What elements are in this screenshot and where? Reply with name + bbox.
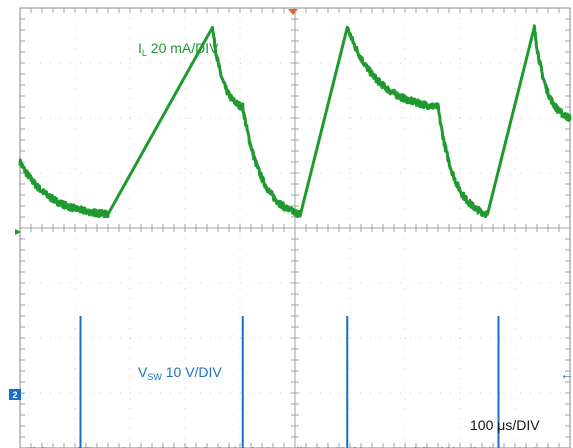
scope-markers: 2 ← — [9, 9, 573, 400]
ch1-ground-marker — [15, 229, 21, 235]
il-trace — [18, 24, 572, 219]
il-label-main: I — [138, 40, 142, 56]
trigger-marker — [288, 9, 298, 15]
ch2-ground-marker — [9, 389, 21, 400]
plot-frame — [19, 7, 571, 448]
traces — [18, 24, 572, 448]
il-label-sub: L — [142, 48, 147, 58]
vsw-label-main: V — [138, 364, 148, 380]
ch2-offscreen-arrow: ← — [560, 366, 573, 382]
vsw-label-sub: SW — [147, 372, 162, 382]
il-series-label: IL 20 mA/DIV — [138, 40, 219, 58]
vsw-series-label: VSW 10 V/DIV — [138, 364, 222, 382]
il-label-rest: 20 mA/DIV — [147, 40, 219, 56]
ch2-ground-label: 2 — [12, 390, 17, 400]
vsw-label-rest: 10 V/DIV — [162, 364, 223, 380]
timebase-label: 100 μs/DIV — [470, 417, 540, 433]
grid — [19, 7, 571, 448]
